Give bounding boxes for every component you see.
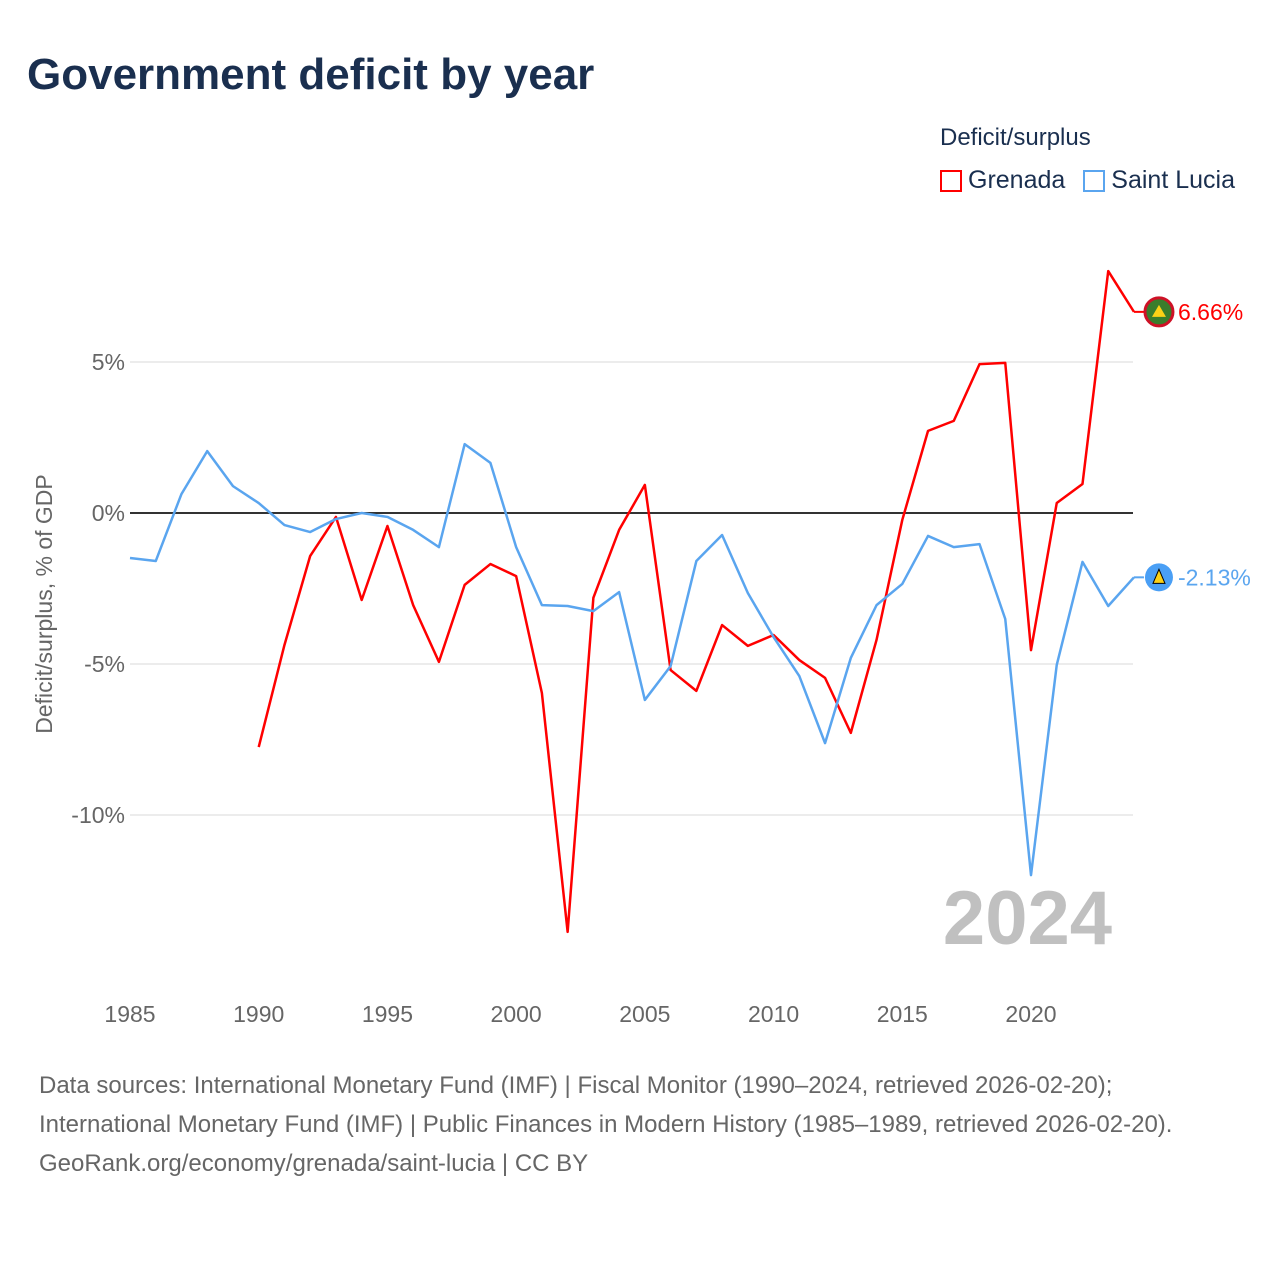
x-tick-label: 2015 — [877, 1001, 928, 1027]
legend-label: Grenada — [968, 166, 1066, 194]
year-watermark: 2024 — [943, 876, 1112, 961]
y-tick-label: 0% — [92, 500, 125, 526]
legend-label: Saint Lucia — [1111, 166, 1235, 194]
end-value-label: -2.13% — [1178, 564, 1251, 590]
end-value-label: 6.66% — [1178, 299, 1243, 325]
grenada-flag-star — [1151, 304, 1166, 317]
x-tick-label: 1995 — [362, 1001, 413, 1027]
x-tick-label: 2010 — [748, 1001, 799, 1027]
y-axis-label: Deficit/surplus, % of GDP — [31, 474, 57, 733]
credit-link[interactable]: GeoRank.org/economy/grenada/saint-lucia … — [39, 1150, 589, 1177]
x-tick-label: 1990 — [233, 1001, 284, 1027]
legend-swatch-grenada — [940, 169, 962, 192]
x-tick-label: 2020 — [1005, 1001, 1056, 1027]
legend-item-grenada[interactable]: Grenada — [940, 166, 1065, 195]
y-tick-label: -5% — [84, 651, 125, 677]
x-tick-label: 2005 — [619, 1001, 670, 1027]
legend: Grenada Saint Lucia — [940, 166, 1235, 195]
legend-item-saint-lucia[interactable]: Saint Lucia — [1083, 166, 1235, 195]
x-tick-label: 2000 — [491, 1001, 542, 1027]
x-tick-label: 1985 — [104, 1001, 155, 1027]
footer: Data sources: International Monetary Fun… — [39, 1066, 1239, 1183]
chart-title: Government deficit by year — [27, 50, 595, 99]
legend-swatch-saint-lucia — [1083, 169, 1106, 192]
y-tick-label: 5% — [92, 349, 125, 375]
series-line-grenada — [257, 269, 1136, 934]
y-tick-label: -10% — [71, 802, 125, 828]
saint-lucia-flag-triangle — [1152, 568, 1166, 584]
legend-title: Deficit/surplus — [940, 124, 1091, 151]
series-line-saint-lucia — [129, 442, 1135, 877]
data-sources: Data sources: International Monetary Fun… — [39, 1072, 1173, 1138]
